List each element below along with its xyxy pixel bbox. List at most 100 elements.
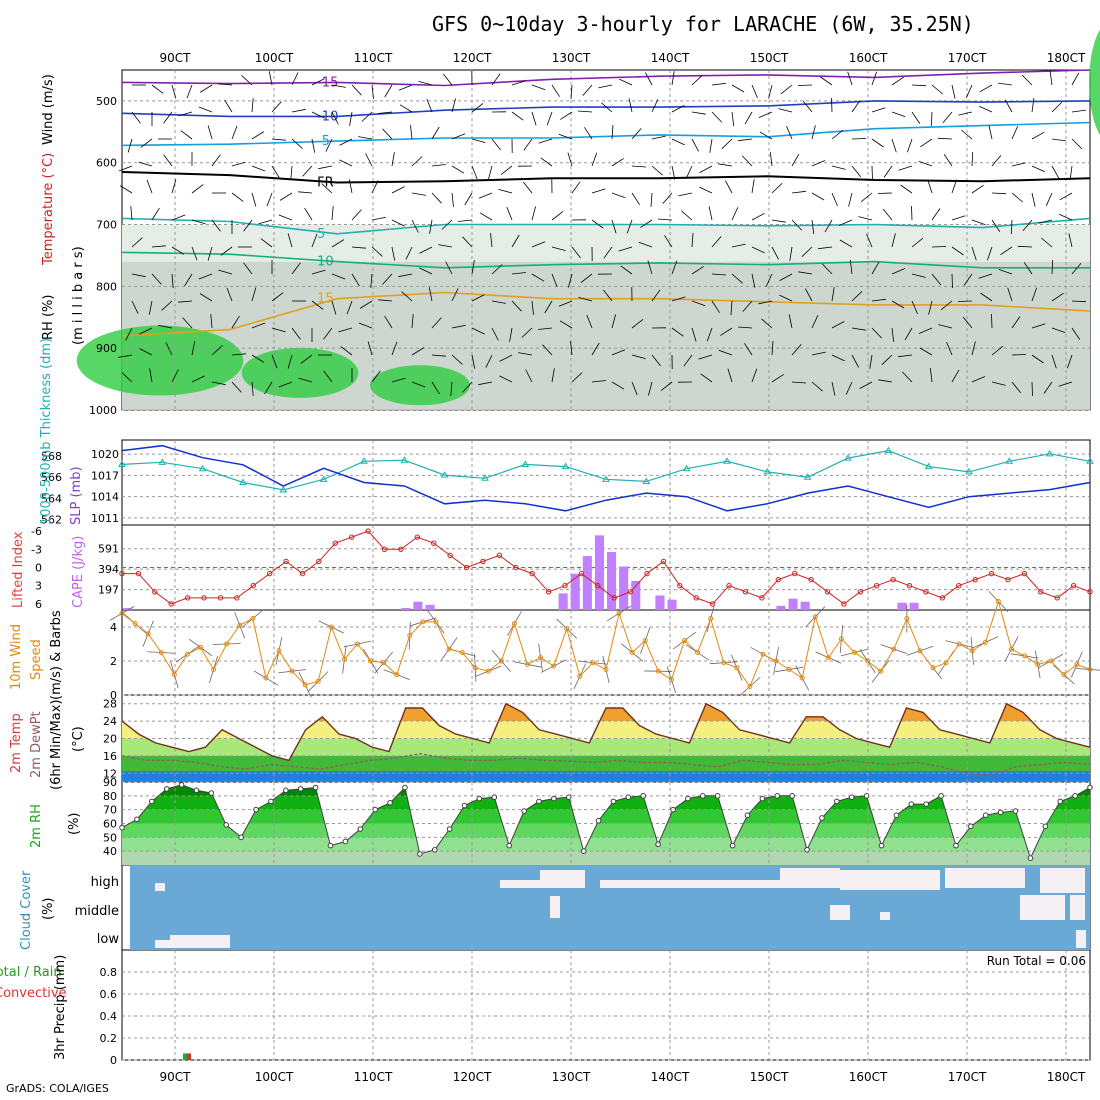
- wind-barb: [291, 262, 301, 275]
- lifted-index-point: [578, 570, 585, 577]
- wind-barb: [911, 84, 927, 87]
- wind-barb: [551, 84, 560, 97]
- thickness-point: [481, 474, 489, 481]
- wind-barb: [1017, 245, 1033, 248]
- dewpoint-line: [121, 752, 1091, 777]
- wind-barb: [957, 300, 973, 302]
- wind-speed-point: [302, 682, 308, 688]
- wind-barb: [698, 354, 713, 360]
- wind-speed-point: [211, 667, 217, 672]
- wind-barb: [805, 288, 813, 302]
- wind-barb: [718, 349, 733, 356]
- lifted-index-point: [972, 576, 978, 583]
- lifted-index-point: [874, 583, 880, 589]
- wind-barb: [462, 236, 473, 248]
- wind-barb: [171, 84, 177, 99]
- wind-speed-point: [734, 665, 740, 671]
- rh-point: [268, 798, 274, 805]
- lifted-index-point: [496, 552, 503, 559]
- wind-barb: [742, 300, 753, 312]
- wind-barb: [811, 192, 825, 201]
- wind-speed-point: [655, 668, 661, 674]
- wind-barb: [744, 343, 753, 356]
- wind-speed-point: [982, 639, 988, 645]
- wind-barb: [538, 327, 553, 330]
- wind-barb: [207, 246, 213, 261]
- wind-barb: [771, 374, 784, 383]
- thickness-point: [239, 478, 247, 485]
- rh-point: [148, 798, 155, 805]
- wind-barb: [131, 300, 139, 314]
- x-tick-label-bottom: 150CT: [750, 1070, 789, 1084]
- wind-barb: [1049, 71, 1053, 86]
- wind-barb: [998, 269, 1013, 275]
- wind-barb: [940, 300, 953, 311]
- rh-point: [878, 842, 885, 849]
- wind-barb: [321, 183, 333, 194]
- temp-tick-label: 20: [103, 733, 117, 746]
- wind-barb: [210, 314, 213, 329]
- wind-panel: 0 2 4: [109, 590, 1100, 702]
- wind-barb: [711, 300, 720, 313]
- cloud-units-label: (%): [41, 898, 56, 921]
- wind-barb: [911, 237, 924, 248]
- wind-barb: [151, 84, 164, 94]
- wind-barb: [151, 273, 162, 285]
- wind-barb: [231, 381, 242, 393]
- wind-barb: [378, 299, 393, 302]
- wind-speed-point: [1022, 653, 1028, 659]
- wind-barb: [451, 192, 454, 207]
- wind-barb: [278, 214, 293, 221]
- rh-point: [134, 816, 140, 823]
- wind-speed-point: [459, 650, 465, 655]
- wind-speed-point: [197, 644, 203, 650]
- wind-barb: [211, 219, 221, 232]
- precip-tick-label: 0.6: [100, 988, 118, 1001]
- wind-barb: [488, 165, 493, 180]
- wind-speed-point: [786, 667, 792, 672]
- cape-bar: [667, 599, 677, 610]
- wind-barb: [971, 376, 986, 383]
- x-tick-label-bottom: 170CT: [948, 1070, 987, 1084]
- lifted-index-line: [122, 530, 1091, 605]
- wind-barb: [671, 260, 678, 275]
- wind-barb: [311, 300, 324, 310]
- wind-barb: [965, 84, 973, 98]
- rh-point: [283, 787, 289, 794]
- contour-15: [121, 291, 1091, 337]
- wind-barb: [582, 84, 593, 96]
- wind-barb: [991, 155, 1002, 167]
- wind-barb: [558, 133, 573, 140]
- precip-convective-bar: [187, 1053, 191, 1060]
- wind-barb: [359, 300, 373, 309]
- wind-speed-point: [354, 641, 360, 647]
- thickness-tick-label: 568: [41, 450, 62, 463]
- wind-barb: [651, 135, 666, 140]
- rh-point: [1057, 798, 1064, 805]
- cloud-mid-block: [1070, 895, 1085, 920]
- wind-barb: [942, 111, 953, 123]
- lifted-index-point: [381, 546, 388, 552]
- rh-band: [122, 851, 1090, 865]
- wind-barb: [401, 291, 413, 302]
- wind-barb: [998, 82, 1013, 86]
- wind-barb: [178, 300, 193, 303]
- lifted-index-point: [562, 583, 568, 589]
- wind-barb: [871, 107, 886, 113]
- wind-barb: [980, 292, 993, 302]
- wind-barb: [650, 192, 653, 208]
- rh-point: [982, 812, 989, 819]
- cape-bar: [558, 593, 568, 610]
- wind-barb: [243, 219, 253, 232]
- wind-barb: [691, 266, 704, 275]
- thickness-point: [642, 477, 651, 484]
- wind-barb: [706, 327, 713, 342]
- rh-axis-label: 2m RH: [29, 804, 44, 848]
- wind-barb: [382, 273, 393, 285]
- wind-barb: [445, 261, 453, 275]
- cape-bar: [582, 556, 592, 610]
- slp-tick-label: 1014: [91, 491, 119, 504]
- thickness-line: [121, 449, 1091, 491]
- thickness-point: [279, 485, 288, 493]
